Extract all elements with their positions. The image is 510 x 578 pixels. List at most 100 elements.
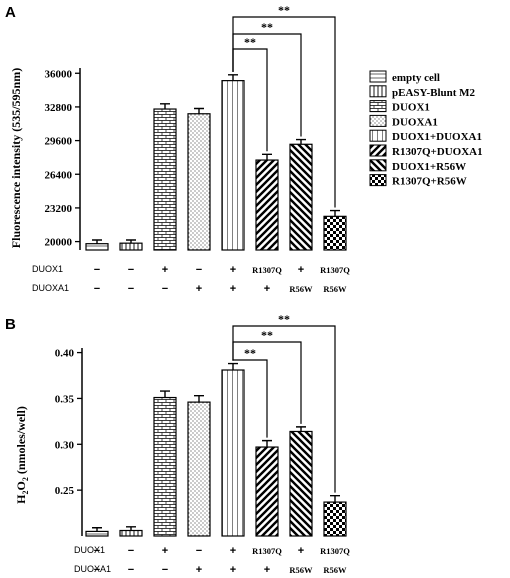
panel-b-duox1-cell: + [230, 545, 236, 557]
legend-entry-label: R1307Q+DUOXA1 [392, 146, 483, 158]
panel-b-error-bar [296, 426, 306, 432]
panel-b-y-tick-label: 0.40 [55, 348, 75, 360]
legend-entry-label: DUOX1 [392, 102, 430, 114]
legend-swatch [369, 70, 387, 83]
panel-b-y-tick-label: 0.25 [55, 485, 75, 497]
legend-entry-label: DUOX1+DUOXA1 [392, 131, 482, 143]
panel-a-y-tick-label: 29600 [45, 136, 73, 148]
panel-a-duox1-cell: − [128, 264, 134, 276]
panel-b-duox1-cell: − [94, 545, 100, 557]
panel-a-duoxa1-cell: − [94, 283, 100, 295]
panel-a-error-bar [160, 103, 170, 110]
legend-swatch [369, 144, 387, 157]
panel-a-duox1-cell: R1307Q [252, 265, 282, 275]
panel-b-error-bar [330, 494, 340, 503]
legend-swatch [369, 114, 387, 127]
panel-b-label: B [5, 316, 16, 333]
panel-b-plot: 0.25 0.30 0.35 0.40 ** ** ** [55, 312, 347, 537]
panel-b-duoxa1-row-label: DUOXA1 [74, 564, 111, 574]
panel-a-significance-label: ** [261, 20, 273, 34]
panel-b-significance-label: ** [261, 328, 273, 342]
panel-b-error-bar [228, 362, 238, 371]
panel-b-duox1-cell: − [196, 545, 202, 557]
legend-swatch [369, 100, 387, 113]
panel-a-duoxa1-cell: − [162, 283, 168, 295]
legend-swatch [369, 174, 387, 187]
panel-b: B H2O2 (nmoles/well) 0.25 0.30 0.35 0.40 ** *… [5, 312, 350, 576]
panel-b-error-bar [92, 527, 102, 532]
legend-entry-label: DUOX1+R56W [392, 161, 466, 173]
panel-a-plot: 20000 23200 26400 29600 32800 36000 ** ** ** [45, 3, 347, 251]
panel-b-error-bar [126, 526, 136, 531]
panel-a-error-bar [330, 209, 340, 217]
panel-a-y-tick-label: 32800 [45, 102, 73, 114]
panel-b-y-tick-label: 0.30 [55, 439, 75, 451]
panel-b-bar [119, 529, 143, 537]
panel-b-duoxa1-cell: R56W [323, 565, 347, 575]
panel-a-y-tick-label: 36000 [45, 68, 73, 80]
panel-b-bar [221, 369, 245, 537]
panel-a-error-bar [296, 138, 306, 145]
panel-a-duox1-row-label: DUOX1 [32, 264, 63, 274]
legend-entry-label: pEASY-Blunt M2 [392, 87, 476, 99]
panel-b-duoxa1-cell: − [94, 564, 100, 576]
panel-a-error-bar [262, 153, 272, 161]
panel-a-duoxa1-row-label: DUOXA1 [32, 283, 69, 293]
panel-a-bar [85, 243, 109, 251]
panel-b-bar [187, 401, 211, 537]
panel-a-error-bar [194, 107, 204, 114]
panel-b-duoxa1-cell: + [230, 564, 236, 576]
panel-a-bar [187, 113, 211, 251]
panel-b-error-bar [160, 390, 170, 398]
panel-b-duox1-cell: + [298, 545, 304, 557]
panel-a-y-tick-label: 23200 [45, 203, 73, 215]
panel-b-duox1-cell: + [162, 545, 168, 557]
panel-a-error-bar [92, 239, 102, 244]
panel-b-error-bar [262, 439, 272, 448]
panel-a-y-axis-label: Fluorescence intensity (535/595nm) [9, 68, 23, 248]
legend-swatch [369, 85, 387, 98]
panel-b-bar [323, 501, 347, 537]
panel-a-duox1-cell: − [196, 264, 202, 276]
panel-a: A Fluorescence intensity (535/595nm) 200… [5, 3, 350, 295]
panel-b-bar [85, 530, 109, 537]
legend-entry-label: DUOXA1 [392, 116, 438, 128]
panel-a-label: A [5, 4, 16, 21]
panel-a-duoxa1-cell: R56W [323, 284, 347, 294]
panel-a-error-bar [126, 239, 136, 244]
panel-a-significance-label: ** [278, 3, 290, 17]
panel-a-duox1-cell: + [162, 264, 168, 276]
panel-b-significance-label: ** [278, 312, 290, 326]
panel-b-significance-bracket [232, 325, 336, 493]
legend-entry-label: R1307Q+R56W [392, 176, 467, 188]
panel-a-bar [119, 242, 143, 251]
panel-a-bar [153, 108, 177, 251]
panel-a-duoxa1-cell: R56W [289, 284, 313, 294]
panel-b-duox1-cell: R1307Q [320, 546, 350, 556]
panel-b-duoxa1-cell: R56W [289, 565, 313, 575]
panel-b-duoxa1-cell: − [162, 564, 168, 576]
panel-b-error-bar [194, 394, 204, 403]
panel-a-bar [221, 80, 245, 251]
panel-b-duoxa1-cell: + [196, 564, 202, 576]
legend: empty cell pEASY-Blunt M2 DUOX1 DUOXA1 DUOX1… [369, 70, 483, 188]
panel-b-bar [255, 446, 279, 537]
panel-a-duoxa1-cell: − [128, 283, 134, 295]
panel-a-duoxa1-cell: + [196, 283, 202, 295]
legend-swatch [369, 129, 387, 142]
panel-a-significance-label: ** [244, 35, 256, 49]
panel-b-bar [289, 430, 313, 537]
panel-a-bar [255, 159, 279, 251]
panel-b-bar [153, 396, 177, 537]
panel-b-duoxa1-cell: + [264, 564, 270, 576]
panel-a-duoxa1-cell: + [264, 283, 270, 295]
legend-swatch [369, 159, 387, 172]
panel-a-y-tick-label: 26400 [45, 169, 73, 181]
panel-b-y-tick-label: 0.35 [55, 393, 75, 405]
panel-a-y-tick-label: 20000 [45, 237, 73, 249]
panel-b-condition-table: − − + − + R1307Q + R1307Q − − − + + + R56W R56W [94, 545, 350, 576]
panel-a-duox1-cell: R1307Q [320, 265, 350, 275]
panel-b-significance-label: ** [244, 346, 256, 360]
panel-a-duox1-cell: − [94, 264, 100, 276]
